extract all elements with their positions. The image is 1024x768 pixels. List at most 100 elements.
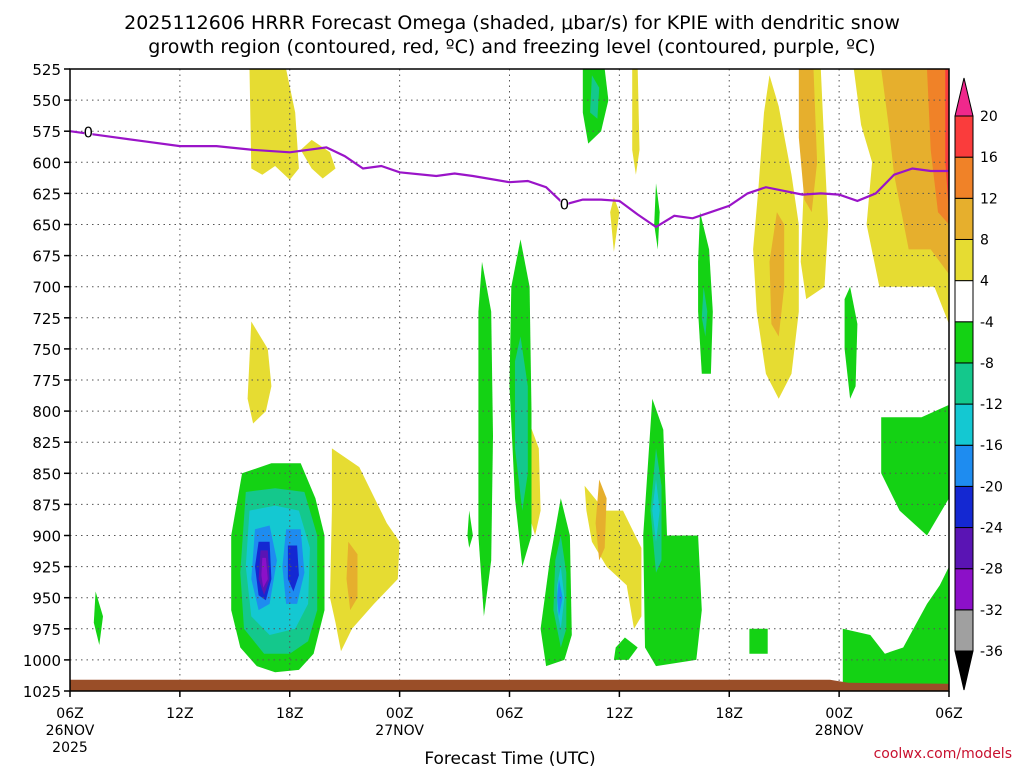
- colorbar-label--28: -28: [980, 562, 1003, 578]
- x-tick-year-0: 2025: [52, 740, 88, 756]
- colorbar-label-8: 8: [980, 232, 989, 248]
- x-tick-date-7: 28NOV: [815, 723, 864, 739]
- omega-region-30: [844, 286, 858, 399]
- omega-region-29: [749, 628, 768, 654]
- omega-region-25: [643, 398, 702, 667]
- y-tick-label-550: 550: [32, 92, 61, 110]
- ground-surface: [70, 679, 949, 691]
- omega-region-0: [249, 69, 299, 180]
- y-tick-label-750: 750: [32, 341, 61, 359]
- colorbar-swatch--32: [954, 609, 974, 652]
- colorbar-label--20: -20: [980, 479, 1003, 495]
- colorbar-swatch-20: [954, 115, 974, 158]
- y-tick-label-825: 825: [32, 434, 61, 452]
- chart-title-line1: 2025112606 HRRR Forecast Omega (shaded, …: [124, 12, 900, 34]
- colorbar-label--16: -16: [980, 438, 1003, 454]
- x-tick-label-5: 12Z: [606, 706, 633, 722]
- x-tick-label-6: 18Z: [716, 706, 743, 722]
- omega-region-20: [467, 510, 473, 548]
- colorbar-swatch--8: [954, 362, 974, 405]
- x-tick-label-7: 00Z: [825, 706, 852, 722]
- x-tick-label-8: 06Z: [935, 706, 962, 722]
- omega-region-12: [798, 69, 818, 213]
- colorbar-swatch-12: [954, 197, 974, 240]
- omega-region-38: [701, 286, 708, 337]
- omega-region-17: [945, 69, 949, 213]
- credit-text: coolwx.com/models: [874, 746, 1012, 762]
- omega-region-15: [595, 479, 607, 561]
- colorbar-label--12: -12: [980, 397, 1003, 413]
- colorbar-label-20: 20: [980, 109, 998, 125]
- freezing-label-bg-1: [560, 197, 569, 211]
- y-tick-label-1025: 1025: [23, 683, 61, 701]
- colorbar-label--36: -36: [980, 644, 1003, 660]
- colorbar-label-4: 4: [980, 274, 989, 290]
- omega-region-2: [247, 321, 272, 424]
- x-tick-label-1: 12Z: [166, 706, 193, 722]
- freezing-level-label-0: 0: [84, 123, 94, 141]
- colorbar-bottom-triangle: [954, 650, 974, 691]
- x-tick-date-0: 26NOV: [46, 723, 95, 739]
- omega-region-26: [654, 183, 660, 250]
- x-tick-label-4: 06Z: [496, 706, 523, 722]
- omega-region-16: [927, 69, 949, 225]
- y-tick-label-900: 900: [32, 528, 61, 546]
- colorbar-label--4: -4: [980, 315, 994, 331]
- omega-region-48: [261, 557, 268, 588]
- freezing-level-label-1: 0: [560, 196, 570, 214]
- freezing-label-bg-0: [84, 125, 93, 139]
- omega-region-14: [346, 541, 358, 611]
- y-tick-label-650: 650: [32, 217, 61, 235]
- y-tick-label-925: 925: [32, 559, 61, 577]
- y-tick-label-675: 675: [32, 248, 61, 266]
- colorbar-swatch-8: [954, 238, 974, 282]
- x-tick-label-2: 18Z: [276, 706, 303, 722]
- ground-layer: [70, 679, 949, 691]
- colorbar-swatch-16: [954, 156, 974, 199]
- colorbar-swatch--4: [954, 321, 974, 364]
- omega-region-31: [881, 404, 949, 536]
- y-tick-label-1000: 1000: [23, 652, 61, 670]
- grid-layer: [70, 69, 949, 691]
- omega-region-24: [613, 637, 638, 660]
- omega-region-5: [584, 485, 642, 629]
- colorbar-label--24: -24: [980, 521, 1003, 537]
- x-tick-date-3: 27NOV: [375, 723, 424, 739]
- omega-region-3: [330, 448, 400, 652]
- y-tick-label-600: 600: [32, 154, 61, 172]
- colorbar-label-12: 12: [980, 191, 998, 207]
- x-tick-label-3: 00Z: [386, 706, 413, 722]
- y-tick-label-575: 575: [32, 123, 61, 141]
- colorbar: -36 -32 -28 -24 -20 -16 -12 -8 -4 4 8 12 16 20: [954, 77, 1003, 691]
- y-tick-label-525: 525: [32, 61, 61, 79]
- chart-title-line2: growth region (contoured, red, ºC) and f…: [148, 36, 875, 58]
- colorbar-top-triangle: [954, 77, 974, 117]
- omega-region-21: [478, 261, 493, 617]
- colorbar-swatch--20: [954, 485, 974, 529]
- y-tick-label-775: 775: [32, 372, 61, 390]
- omega-region-27: [698, 212, 713, 374]
- omega-region-46: [287, 545, 299, 592]
- y-tick-label-875: 875: [32, 496, 61, 514]
- freezing-level-line: [69, 130, 949, 229]
- omega-shading-layer: [93, 69, 949, 685]
- y-axis: 525 550 575 600 625 650 675 700 725 750 775 800 825 8…: [23, 61, 70, 701]
- colorbar-label--8: -8: [980, 356, 994, 372]
- colorbar-swatch-4: [954, 280, 974, 323]
- y-tick-label-800: 800: [32, 403, 61, 421]
- freezing-level-layer: 00: [69, 123, 949, 229]
- omega-region-19: [93, 591, 103, 645]
- omega-region-37: [590, 75, 600, 119]
- y-tick-label-950: 950: [32, 590, 61, 608]
- omega-region-1: [300, 139, 336, 179]
- colorbar-swatch--12: [954, 403, 974, 446]
- omega-region-32: [842, 566, 949, 685]
- omega-region-41: [652, 479, 660, 542]
- colorbar-swatch--28: [954, 568, 974, 611]
- y-tick-label-725: 725: [32, 310, 61, 328]
- omega-region-7: [632, 69, 640, 175]
- omega-region-34: [515, 336, 528, 511]
- y-tick-label-975: 975: [32, 621, 61, 639]
- x-axis-label: Forecast Time (UTC): [424, 749, 595, 768]
- colorbar-label-16: 16: [980, 150, 998, 166]
